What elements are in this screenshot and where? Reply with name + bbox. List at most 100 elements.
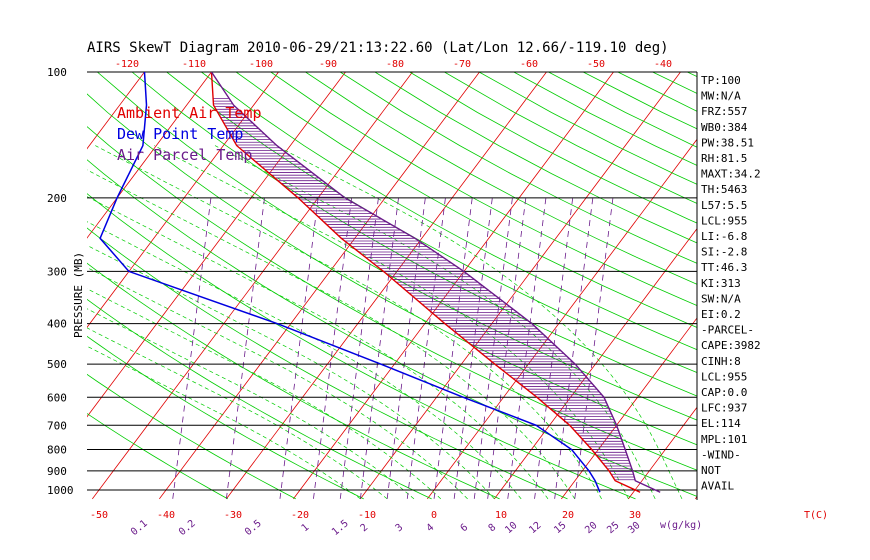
mixing-ratio-tick-label: 4 [425, 522, 437, 534]
isotherm-line [360, 72, 681, 500]
pressure-tick-label: 100 [47, 66, 67, 79]
pressure-tick-label: 800 [47, 443, 67, 456]
isotherm-line [427, 138, 697, 500]
bottom-temp-tick-label: 10 [495, 510, 507, 521]
stability-index-item: L57:5.5 [701, 199, 747, 212]
stability-index-item: MPL:101 [701, 433, 747, 446]
moist-adiabat-line [87, 267, 468, 500]
stability-index-item: LCL:955 [701, 370, 747, 383]
isotherm-line [0, 72, 11, 499]
pressure-tick-label: 300 [47, 265, 67, 278]
pressure-tick-label: 700 [47, 419, 67, 432]
stability-index-item: LCL:955 [701, 214, 747, 227]
y-axis-label: PRESSURE (MB) [72, 252, 85, 338]
parcel-temp-line [210, 72, 661, 493]
stability-indices: TP:100 MW:N/A FRZ:557 WB0:384 PW:38.51 RH:81.… [701, 74, 761, 493]
stability-index-item: WB0:384 [701, 121, 748, 134]
bottom-temp-tick-label: 20 [562, 510, 574, 521]
dry-adiabat-line [166, 72, 697, 373]
mixing-ratio-tick-label: 1.5 [330, 518, 351, 538]
dry-adiabat-line [270, 72, 697, 306]
isotherm-line [87, 72, 279, 328]
stability-index-item: AVAIL [701, 480, 734, 493]
mixing-ratio-tick-label: 3 [394, 522, 406, 534]
pressure-tick-label: 400 [47, 318, 67, 331]
bottom-temp-tick-label: -20 [291, 510, 309, 521]
bottom-temp-tick-label: 0 [431, 510, 437, 521]
dry-adiabat-line [87, 298, 432, 500]
stability-index-item: TT:46.3 [701, 261, 747, 274]
dry-adiabat-line [374, 72, 697, 244]
mixing-ratio-tick-label: 30 [626, 520, 642, 536]
stability-index-item: EI:0.2 [701, 308, 741, 321]
isotherm-line [92, 72, 413, 500]
top-temp-tick-label: -90 [319, 59, 337, 70]
chart-text: AIRS SkewT Diagram 2010-06-29/21:13:22.6… [72, 40, 828, 531]
ambient-temp-line [210, 72, 641, 493]
bottom-temp-tick-label: -30 [224, 510, 242, 521]
stability-index-item: KI:313 [701, 277, 741, 290]
isotherm-line [159, 72, 480, 500]
stability-index-item: FRZ:557 [701, 105, 747, 118]
mixing-ratio-tick-label: 0.5 [243, 518, 264, 538]
mixing-ratio-tick-label: 12 [527, 520, 543, 536]
stability-index-item: CAP:0.0 [701, 386, 747, 399]
dry-adiabat-line [305, 72, 697, 285]
dry-adiabat-line [87, 262, 500, 500]
isotherm-line [226, 72, 547, 500]
dry-adiabat-line [201, 72, 697, 351]
top-temp-tick-label: -100 [249, 59, 273, 70]
top-temp-tick-label: -120 [115, 59, 139, 70]
dry-adiabat-line [87, 159, 697, 497]
stability-index-item: LI:-6.8 [701, 230, 747, 243]
bottom-temp-tick-label: -40 [157, 510, 175, 521]
stability-index-item: RH:81.5 [701, 152, 747, 165]
dry-adiabat-line [97, 72, 697, 421]
x-axis-unit: T(C) [804, 510, 828, 521]
mixing-ratio-tick-label: 20 [583, 520, 599, 536]
stability-index-item: MW:N/A [701, 90, 741, 103]
top-temp-tick-label: -80 [386, 59, 404, 70]
stability-index-item: SW:N/A [701, 292, 741, 305]
bottom-temp-tick-label: 30 [629, 510, 641, 521]
pressure-tick-label: 1000 [47, 484, 74, 497]
mixing-ratio-tick-label: 6 [459, 522, 471, 534]
dry-adiabat-line [87, 335, 364, 500]
mixing-ratio-tick-label: 0.1 [129, 518, 150, 538]
mixing-ratio-tick-label: 0.2 [177, 518, 198, 538]
legend-parcel: Air Parcel Temp [117, 146, 252, 164]
stability-index-item: TP:100 [701, 74, 741, 87]
stability-index-item: CINH:8 [701, 355, 741, 368]
mixing-ratio-tick-label: 10 [503, 520, 519, 536]
stability-index-item: -PARCEL- [701, 324, 754, 337]
mixing-ratio-tick-label: 8 [487, 522, 499, 534]
top-temp-tick-label: -40 [654, 59, 672, 70]
bottom-temp-tick-label: -50 [90, 510, 108, 521]
cape-hatch [213, 97, 636, 481]
stability-index-item: LFC:937 [701, 402, 747, 415]
top-temp-tick-label: -70 [453, 59, 471, 70]
pressure-tick-label: 200 [47, 192, 67, 205]
dry-adiabat-line [87, 373, 296, 500]
dry-adiabat-line [87, 126, 697, 471]
dry-adiabat-line [513, 72, 697, 166]
bottom-temp-tick-label: -10 [358, 510, 376, 521]
dry-adiabat-line [87, 193, 636, 500]
mixing-ratio-tick-label: 15 [552, 520, 568, 536]
dry-adiabat-line [235, 72, 697, 328]
mixing-ratio-line [279, 197, 319, 499]
dewpoint-line [99, 72, 601, 493]
dry-adiabat-line [87, 227, 568, 500]
top-temp-tick-label: -60 [520, 59, 538, 70]
dry-adiabat-line [339, 72, 697, 264]
stability-index-item: EL:114 [701, 417, 741, 430]
mixing-ratio-tick-label: 1 [300, 522, 312, 534]
dry-adiabat-line [652, 72, 697, 94]
isotherm-line [293, 72, 614, 500]
stability-index-item: PW:38.51 [701, 136, 754, 149]
pressure-tick-label: 900 [47, 465, 67, 478]
mixing-ratio-tick-label: 2 [359, 522, 371, 534]
isotherm-line [628, 406, 697, 500]
